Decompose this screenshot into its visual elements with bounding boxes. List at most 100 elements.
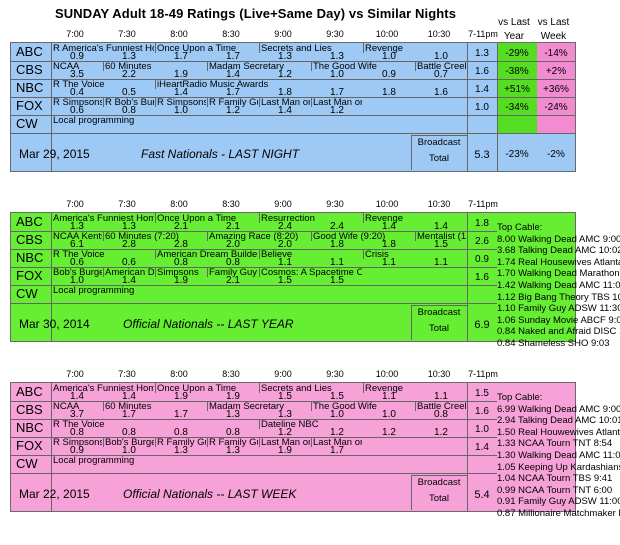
show-divider <box>311 401 312 411</box>
rating-value: 1.8 <box>278 87 292 98</box>
block-label: Official Nationals -- LAST YEAR <box>123 317 294 331</box>
show-divider <box>363 383 364 393</box>
show-title: Last Man on <box>261 97 310 108</box>
show-title: R Bob's Bur <box>105 97 154 108</box>
rating-value: 1.0 <box>434 51 448 62</box>
total-label: Total <box>428 493 450 504</box>
show-divider <box>207 401 208 411</box>
network-average: 2.6 <box>475 236 489 247</box>
vs-week-column <box>537 43 575 133</box>
show-title: Cosmos: A Spacetime Oc <box>261 267 362 278</box>
show-title: The Good Wife <box>313 401 377 412</box>
network-label: CBS <box>16 402 43 417</box>
show-divider <box>259 267 260 277</box>
show-divider <box>207 97 208 107</box>
rating-value: 1.2 <box>226 105 240 116</box>
rating-value: 1.4 <box>174 87 188 98</box>
time-label: 10:30 <box>427 369 451 379</box>
top-cable-list: Top Cable: 6.99 Walking Dead AMC 9:00 2.94… <box>497 392 620 520</box>
rating-value: 1.5 <box>330 391 344 402</box>
show-divider <box>103 267 104 277</box>
rating-value: 1.0 <box>70 275 84 286</box>
show-title: R America's Funniest Ho <box>53 43 154 54</box>
show-title: Crisis <box>365 249 389 260</box>
time-label: 7-11pm <box>468 199 498 209</box>
show-title: Last Man on <box>261 437 310 448</box>
top-cable-item: 1.30 Walking Dead AMC 11:00 <box>497 449 620 461</box>
network-label: NBC <box>16 420 44 435</box>
time-label: 7:00 <box>66 369 84 379</box>
column-divider <box>497 43 498 171</box>
rating-value: 0.9 <box>382 69 396 80</box>
rating-value: 0.8 <box>226 257 240 268</box>
row-divider <box>11 115 575 116</box>
show-title: Revenge <box>365 213 404 224</box>
rating-value: 1.3 <box>122 51 136 62</box>
show-divider <box>155 267 156 277</box>
rating-value: 1.4 <box>70 391 84 402</box>
rating-value: 0.6 <box>122 257 136 268</box>
show-title: Once Upon a Time <box>157 383 237 394</box>
rating-value: 1.3 <box>122 221 136 232</box>
broadcast-label: Broadcast <box>417 307 461 318</box>
top-cable-item: 1.70 Walking Dead Marathon AM <box>497 268 620 280</box>
row-divider <box>11 419 497 420</box>
top-cable-item: 1.05 Keeping Up Kardashians E <box>497 461 620 473</box>
rating-value: 1.2 <box>278 69 292 80</box>
time-label: 8:30 <box>222 29 240 39</box>
show-title: Madam Secretary <box>209 61 284 72</box>
total-label: Total <box>428 153 450 164</box>
network-average: 1.5 <box>475 388 489 399</box>
row-divider <box>11 79 575 80</box>
rating-value: 1.3 <box>278 409 292 420</box>
show-title: Simpsons <box>157 267 199 278</box>
show-divider <box>103 401 104 411</box>
rating-value: 6.1 <box>70 239 84 250</box>
rating-value: 1.0 <box>330 69 344 80</box>
rating-value: 2.8 <box>174 239 188 250</box>
row-divider <box>11 133 575 134</box>
show-title: iHeartRadio Music Awards <box>157 79 269 90</box>
broadcast-total-value: 5.3 <box>474 149 490 161</box>
network-label: CBS <box>16 232 43 247</box>
row-divider <box>11 97 575 98</box>
rating-value: 2.0 <box>278 239 292 250</box>
vs-year-value: -34% <box>505 102 529 113</box>
rating-value: 1.1 <box>382 257 396 268</box>
rating-value: 0.6 <box>70 257 84 268</box>
rating-value: 1.3 <box>226 445 240 456</box>
show-divider <box>363 213 364 223</box>
show-divider <box>155 97 156 107</box>
broadcast-total-value: 5.4 <box>474 489 490 501</box>
network-average: 1.6 <box>475 272 489 283</box>
show-title: R The Voice <box>53 79 105 90</box>
time-label: 7:30 <box>118 369 136 379</box>
show-divider <box>259 419 260 429</box>
total-vs-week: -2% <box>547 149 565 160</box>
vs-year-value: -29% <box>505 48 529 59</box>
rating-value: 2.1 <box>226 275 240 286</box>
rating-value: 1.5 <box>434 239 448 250</box>
top-cable-item: 1.33 NCAA Tourn TNT 8:54 <box>497 438 613 450</box>
rating-value: 1.1 <box>382 391 396 402</box>
show-divider <box>207 61 208 71</box>
show-divider <box>363 43 364 53</box>
show-divider <box>415 231 416 241</box>
column-divider <box>51 43 52 171</box>
show-divider <box>155 79 156 89</box>
total-label: Total <box>428 323 450 334</box>
show-title: America's Funniest Home <box>53 213 154 224</box>
show-title: Last Man on <box>313 437 362 448</box>
top-cable-header: Top Cable: <box>497 392 543 403</box>
rating-value: 2.4 <box>330 221 344 232</box>
show-divider <box>259 213 260 223</box>
rating-value: 1.0 <box>174 105 188 116</box>
show-title: American Dream Builders <box>157 249 258 260</box>
column-divider <box>467 43 468 171</box>
top-cable-item: 0.87 Millionaire Matchmaker BRA <box>497 507 620 519</box>
show-title: R Simpsons <box>157 97 206 108</box>
vs-last-week-header: vs Last Week <box>537 17 570 42</box>
rating-value: 1.9 <box>226 391 240 402</box>
time-label: 7-11pm <box>468 369 498 379</box>
show-title: NCAA <box>53 61 80 72</box>
